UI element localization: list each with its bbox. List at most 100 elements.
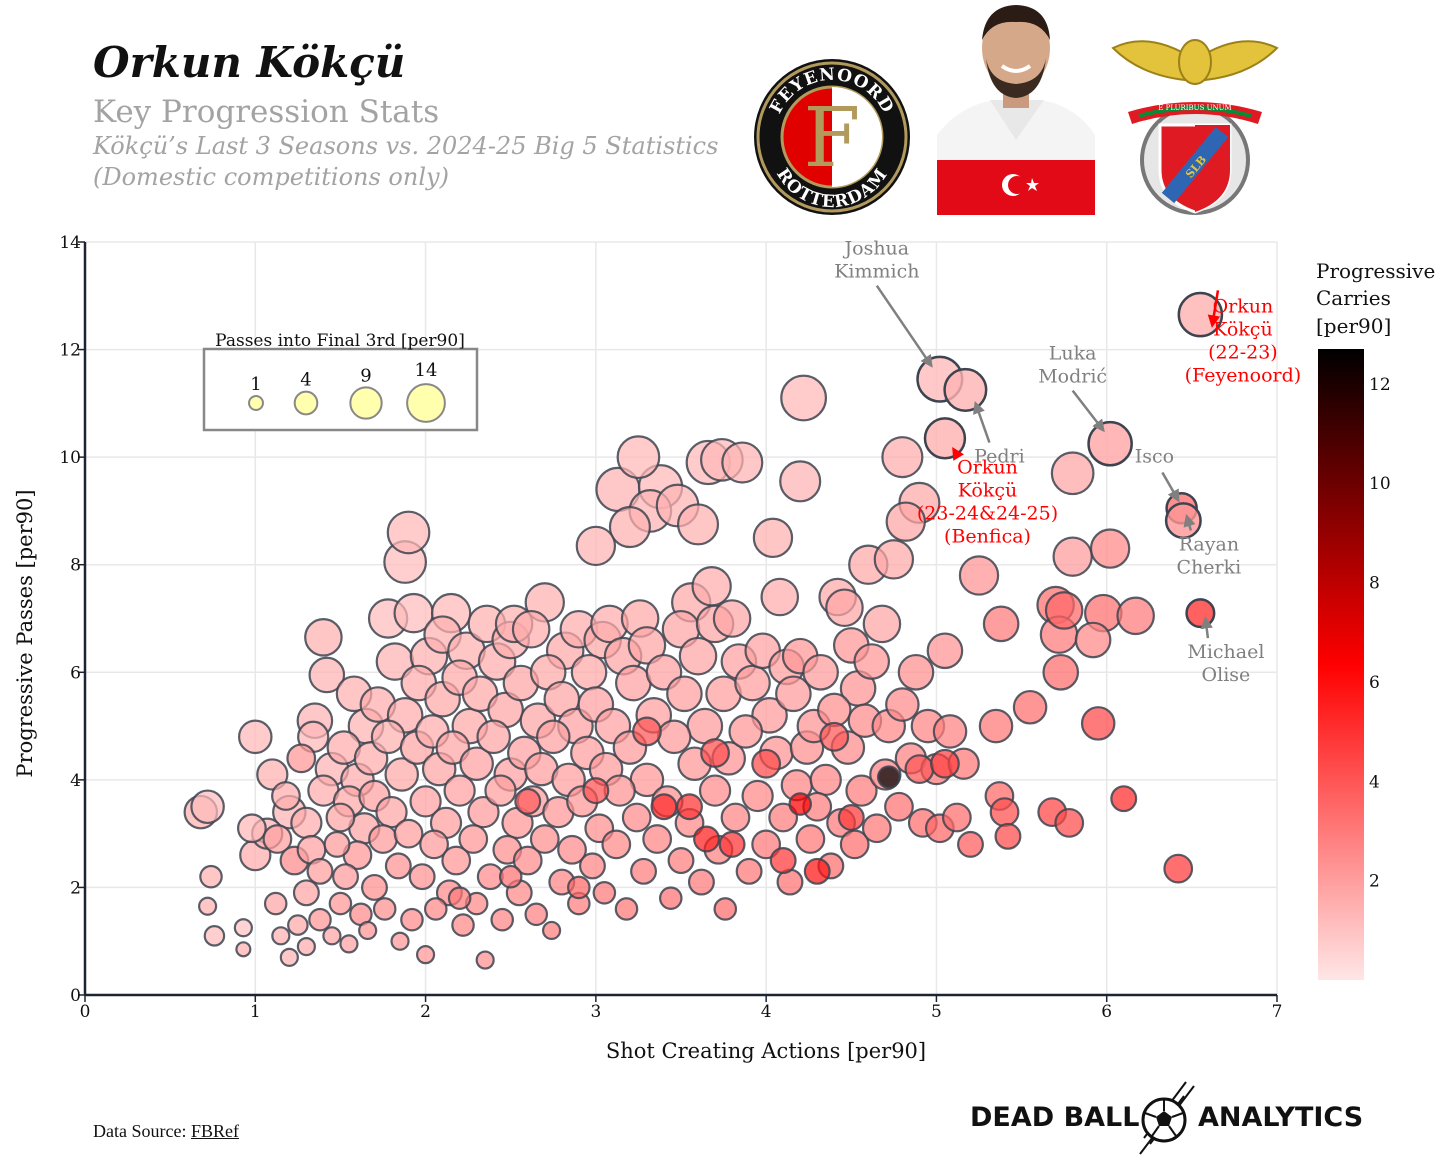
annotation-label: Pedri	[974, 446, 1025, 468]
scatter-point	[751, 829, 782, 860]
scatter-point	[308, 907, 332, 932]
football-icon	[1139, 1081, 1195, 1155]
scatter-point	[541, 920, 562, 941]
scatter-point	[932, 714, 968, 749]
scatter-point	[233, 918, 253, 938]
annotation-label: Orkun	[957, 457, 1018, 479]
scatter-point	[839, 829, 870, 860]
scatter-point	[825, 588, 864, 628]
data-source-link[interactable]: FBRef	[190, 1121, 239, 1141]
scatter-point	[514, 787, 542, 815]
scatter-point	[741, 779, 774, 813]
scatter-point	[578, 852, 606, 880]
scatter-point	[930, 748, 960, 779]
scatter-point	[443, 774, 476, 807]
size-legend-circle	[293, 390, 319, 416]
highlighted-point	[943, 367, 988, 412]
scatter-point	[256, 758, 289, 791]
scatter-point	[271, 926, 291, 946]
scatter-point	[475, 950, 495, 970]
scatter-point	[627, 626, 667, 665]
scatter-point	[1080, 706, 1116, 741]
feyenoord-crest-icon: FEYENOORD ROTTERDAM F	[754, 59, 910, 215]
scatter-point	[339, 934, 359, 954]
scatter-point	[490, 907, 514, 932]
y-tick-label: 14	[59, 233, 81, 253]
scatter-point	[837, 804, 865, 831]
annotation-arrow	[1161, 471, 1180, 503]
annotation-label: Joshua	[843, 238, 910, 260]
highlighted-point	[1087, 420, 1133, 467]
y-tick-label: 2	[70, 878, 81, 898]
page-description-line2: (Domestic competitions only)	[93, 163, 449, 191]
scatter-point	[642, 824, 673, 854]
scatter-point	[802, 653, 839, 691]
scatter-point	[400, 907, 424, 932]
scatter-point	[693, 825, 721, 853]
scatter-point	[881, 436, 924, 479]
scatter-point	[884, 791, 914, 822]
scatter-point	[760, 577, 800, 617]
scatter-point	[989, 797, 1020, 828]
highlighted-point	[1164, 502, 1202, 540]
size-legend-value: 4	[300, 370, 311, 391]
scatter-point	[203, 925, 226, 947]
scatter-point	[419, 829, 449, 860]
annotation-arrow	[1183, 513, 1196, 531]
scatter-point	[592, 881, 617, 905]
y-tick-label: 0	[70, 986, 81, 1006]
scatter-point	[982, 605, 1020, 643]
scatter-point	[1054, 807, 1085, 838]
scatter-point	[304, 618, 343, 657]
scatter-point	[752, 517, 794, 559]
scatter-point	[263, 891, 288, 916]
scatter-point	[570, 653, 608, 691]
scatter-point	[700, 738, 730, 768]
page-subtitle: Key Progression Stats	[93, 94, 440, 130]
scatter-point	[614, 897, 639, 921]
scatter-point	[616, 435, 661, 480]
colorbar-gradient	[1318, 349, 1364, 980]
scatter-point	[536, 719, 571, 755]
scatter-point	[978, 708, 1014, 744]
page-description-line1: Kökçü’s Last 3 Seasons vs. 2024-25 Big 5…	[93, 132, 719, 160]
annotation-arrow	[875, 284, 933, 368]
y-tick-label: 8	[70, 556, 81, 576]
size-legend-circle	[349, 386, 383, 420]
scatter-point	[721, 441, 764, 484]
scatter-point	[712, 599, 752, 638]
scatter-point	[423, 897, 448, 921]
brand-logo: DEAD BALL ANALYTICS	[970, 1081, 1370, 1155]
scatter-point	[390, 931, 410, 951]
highlighted-point	[923, 417, 967, 460]
scatter-point	[885, 501, 926, 542]
annotation-label: Orkun	[1213, 295, 1274, 317]
x-tick-label: 7	[1272, 1002, 1283, 1022]
scatter-point	[897, 653, 935, 691]
scatter-point	[1116, 596, 1155, 636]
scatter-point	[447, 886, 472, 910]
colorbar-tick-label: 6	[1369, 673, 1380, 693]
scatter-point	[292, 879, 320, 907]
annotation-label: Luka	[1049, 343, 1097, 365]
colorbar-tick-label: 8	[1369, 574, 1380, 594]
data-source-label: Data Source:	[93, 1121, 191, 1141]
size-legend-value: 14	[415, 360, 438, 381]
scatter-point	[1074, 621, 1112, 659]
scatter-point	[780, 374, 828, 422]
x-axis-label: Shot Creating Actions [per90]	[606, 1039, 926, 1063]
scatter-point	[678, 636, 718, 676]
annotation-label: Michael	[1187, 641, 1264, 663]
scatter-point	[459, 746, 494, 782]
annotation-label: Rayan	[1179, 534, 1239, 556]
scatter-point	[323, 830, 351, 858]
scatter-point	[1110, 785, 1138, 813]
scatter-point	[512, 845, 543, 876]
scatter-point	[873, 539, 915, 580]
scatter-point	[958, 555, 1000, 596]
x-tick-label: 2	[420, 1002, 431, 1022]
scatter-point	[325, 802, 356, 833]
scatter-point	[1012, 689, 1048, 725]
